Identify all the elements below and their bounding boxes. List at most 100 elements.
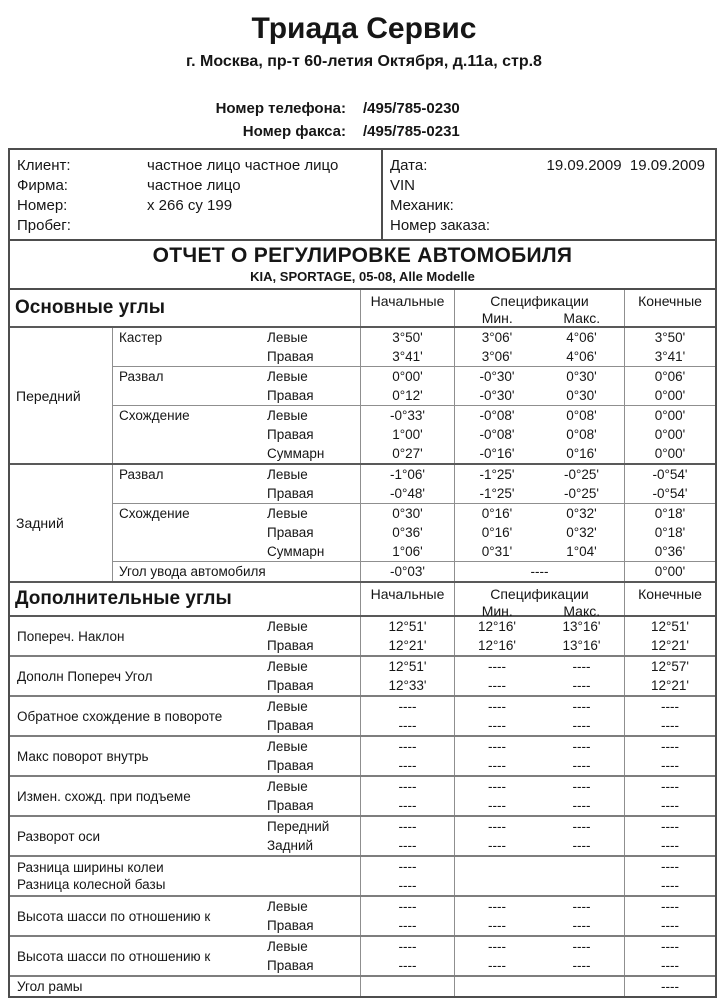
group-rows: Левые ---- ---- ---- ---- Правая ---- ---- ---- -… xyxy=(267,737,715,775)
initial-value: 0°30' xyxy=(360,504,454,523)
additional-section-title: Дополнительные углы xyxy=(15,588,232,609)
client-row: VIN xyxy=(390,175,709,195)
axle-blocks: Кастер Левые 3°50' 3°06' 4°06' 3°50' Правая 3°4… xyxy=(113,328,715,463)
final-value: 3°50' xyxy=(624,328,715,347)
additional-group: Высота шасси по отношению к Левые ---- ----… xyxy=(10,935,715,975)
additional-table-body: Попереч. Наклон Левые 12°51' 12°16' 13°16' 12… xyxy=(10,617,715,996)
measure-name: Угол увода автомобиля xyxy=(119,564,266,579)
table-row: -0°03' ---- 0°00' xyxy=(360,562,715,581)
side-label: Правая xyxy=(267,638,314,653)
final-value: ---- xyxy=(624,836,715,855)
group-label: Попереч. Наклон xyxy=(10,617,267,655)
spec-max-value xyxy=(539,977,624,996)
final-value: ---- xyxy=(624,737,715,756)
group-rows: Передний ---- ---- ---- ---- Задний ---- ---- --… xyxy=(267,817,715,855)
spec-max-value: -0°25' xyxy=(564,486,599,501)
vin-label: VIN xyxy=(390,176,416,194)
spec-max-value: -0°25' xyxy=(564,467,599,482)
final-value: ---- xyxy=(624,697,715,716)
spec-max-value: ---- xyxy=(572,939,591,954)
axle-label: Передний xyxy=(10,328,113,463)
initial-value: 12°51' xyxy=(360,617,454,636)
spec-max-value: ---- xyxy=(572,739,591,754)
table-row: Правая ---- ---- ---- ---- xyxy=(267,716,715,735)
measure-block: Развал Левые 0°00' -0°30' 0°30' 0°06' Правая 0°… xyxy=(113,366,715,405)
group-rows: Левые ---- ---- ---- ---- Правая ---- ---- ---- -… xyxy=(267,937,715,975)
initial-value: 0°27' xyxy=(360,444,454,463)
spec-min-value: ---- xyxy=(454,796,539,815)
firm-label: Фирма: xyxy=(17,176,68,194)
spec-max-value: ---- xyxy=(572,798,591,813)
spec-max-value: ---- xyxy=(572,838,591,853)
initial-value: 3°50' xyxy=(360,328,454,347)
side-label: Левые xyxy=(267,467,308,482)
initial-value: 0°12' xyxy=(360,386,454,405)
side-label: Суммарн xyxy=(267,544,325,559)
side-label: Суммарн xyxy=(267,446,325,461)
table-row: Правая ---- ---- ---- ---- xyxy=(267,956,715,975)
spec-min-value: ---- xyxy=(454,777,539,796)
final-value: ---- xyxy=(624,716,715,735)
spec-min-value: 0°16' xyxy=(454,504,539,523)
spec-min-value: ---- xyxy=(454,916,539,935)
final-value: ---- xyxy=(624,857,715,876)
client-label: Клиент: xyxy=(17,156,71,174)
side-label: Правая xyxy=(267,918,314,933)
initial-value: 12°51' xyxy=(360,657,454,676)
client-row: Клиент: частное лицо частное лицо xyxy=(17,155,381,175)
side-label: Левые xyxy=(267,939,308,954)
initial-value: ---- xyxy=(360,897,454,916)
group-label: Макс поворот внутрь xyxy=(10,737,267,775)
table-row: Левые ---- ---- ---- ---- xyxy=(267,737,715,756)
table-row: Правая 1°00' -0°08' 0°08' 0°00' xyxy=(267,425,715,444)
spec-max-value: 0°30' xyxy=(566,388,597,403)
client-value: частное лицо частное лицо xyxy=(147,156,339,174)
table-row: Правая -0°48' -1°25' -0°25' -0°54' xyxy=(267,484,715,503)
spec-max-value: 4°06' xyxy=(566,349,597,364)
spec-max-value: ---- xyxy=(572,678,591,693)
final-value: 0°06' xyxy=(624,367,715,386)
side-label: Правая xyxy=(267,388,314,403)
spec-max-value: 0°32' xyxy=(566,506,597,521)
final-value: 0°00' xyxy=(624,386,715,405)
spec-min-value: ---- xyxy=(454,897,539,916)
initial-value: ---- xyxy=(360,857,454,876)
phone-value: /495/785-0230 xyxy=(363,100,460,117)
spec-min-value: ---- xyxy=(454,676,539,695)
final-value: -0°54' xyxy=(624,484,715,503)
company-address: г. Москва, пр-т 60-летия Октября, д.11а,… xyxy=(186,53,542,70)
measure-rows: Левые 3°50' 3°06' 4°06' 3°50' Правая 3°41' 3°06… xyxy=(267,328,715,366)
column-header-min: Мин. xyxy=(481,603,513,619)
table-row: Левые 12°51' ---- ---- 12°57' xyxy=(267,657,715,676)
group-rows: Левые 12°51' ---- ---- 12°57' Правая 12°33' ---… xyxy=(267,657,715,695)
table-row: Левые -1°06' -1°25' -0°25' -0°54' xyxy=(267,465,715,484)
side-label: Левые xyxy=(267,506,308,521)
initial-value: 0°00' xyxy=(360,367,454,386)
spec-max-value: 0°32' xyxy=(566,525,597,540)
spec-minmax-headers: Мин. Макс. xyxy=(455,603,624,619)
spec-value: ---- xyxy=(454,562,624,581)
report-title-block: ОТЧЕТ О РЕГУЛИРОВКЕ АВТОМОБИЛЯ KIA, SPOR… xyxy=(10,241,715,290)
spec-max-value: 4°06' xyxy=(566,330,597,345)
initial-value: ---- xyxy=(360,716,454,735)
group-label-line: Разворот оси xyxy=(17,828,101,844)
table-row: Правая 12°21' 12°16' 13°16' 12°21' xyxy=(267,636,715,655)
side-label: Правая xyxy=(267,958,314,973)
side-label: Правая xyxy=(267,758,314,773)
column-header-initial: Начальные xyxy=(360,583,454,615)
column-header-final: Конечные xyxy=(624,290,715,326)
group-rows: ---- ---- ---- ---- xyxy=(267,857,715,895)
measure-block: Схождение Левые 0°30' 0°16' 0°32' 0°18' Правая… xyxy=(113,503,715,561)
initial-value: 0°36' xyxy=(360,523,454,542)
group-label: Обратное схождение в повороте xyxy=(10,697,267,735)
spec-min-value xyxy=(454,857,539,876)
initial-value: ---- xyxy=(360,817,454,836)
initial-value: ---- xyxy=(360,836,454,855)
phone-row: Номер телефона: /495/785-0230 xyxy=(0,97,728,120)
table-row: Правая 0°36' 0°16' 0°32' 0°18' xyxy=(267,523,715,542)
final-value: 12°57' xyxy=(624,657,715,676)
group-label-line: Макс поворот внутрь xyxy=(17,748,149,764)
spec-max-value: ---- xyxy=(572,819,591,834)
mechanic-label: Механик: xyxy=(390,196,454,214)
spec-max-value: ---- xyxy=(572,699,591,714)
